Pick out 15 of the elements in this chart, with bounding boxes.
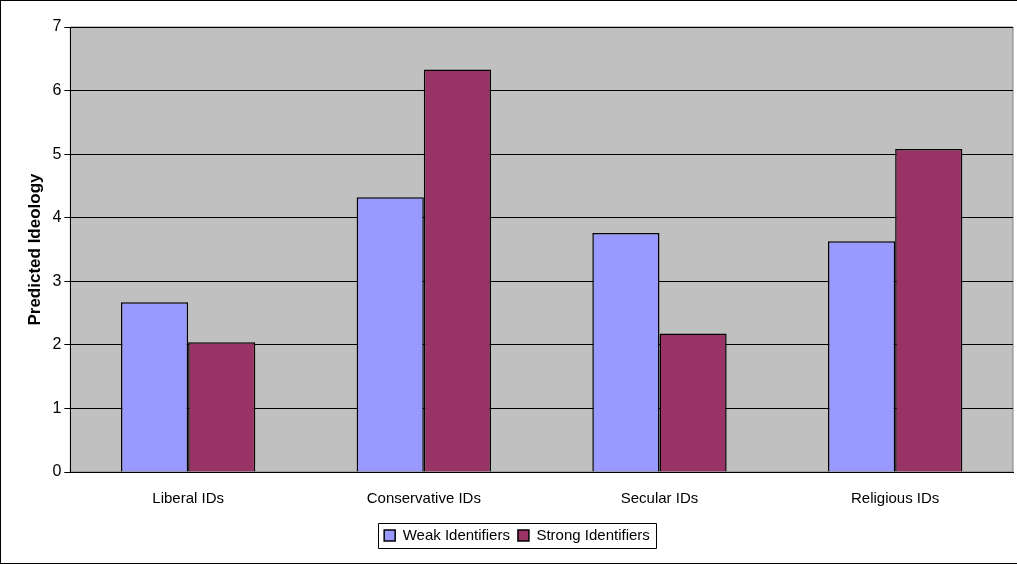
y-tick-label: 3 bbox=[52, 271, 62, 289]
y-tick-label: 5 bbox=[52, 144, 62, 162]
x-tick-label: Conservative IDs bbox=[366, 489, 481, 507]
x-tick-label: Liberal IDs bbox=[152, 489, 224, 507]
y-tick-label: 4 bbox=[52, 208, 62, 226]
x-tick-label: Secular IDs bbox=[620, 489, 699, 507]
y-tick-label: 2 bbox=[52, 335, 62, 353]
y-tick-label: 7 bbox=[52, 17, 62, 35]
legend-label: Strong Identifiers bbox=[536, 525, 650, 543]
legend-label: Weak Identifiers bbox=[402, 525, 510, 543]
y-tick-label: 1 bbox=[52, 398, 62, 416]
y-tick-label: 0 bbox=[52, 462, 62, 480]
y-axis-title: Predicted Ideology bbox=[24, 172, 44, 326]
x-tick-label: Religious IDs bbox=[850, 489, 940, 507]
y-tick-label: 6 bbox=[52, 80, 62, 98]
